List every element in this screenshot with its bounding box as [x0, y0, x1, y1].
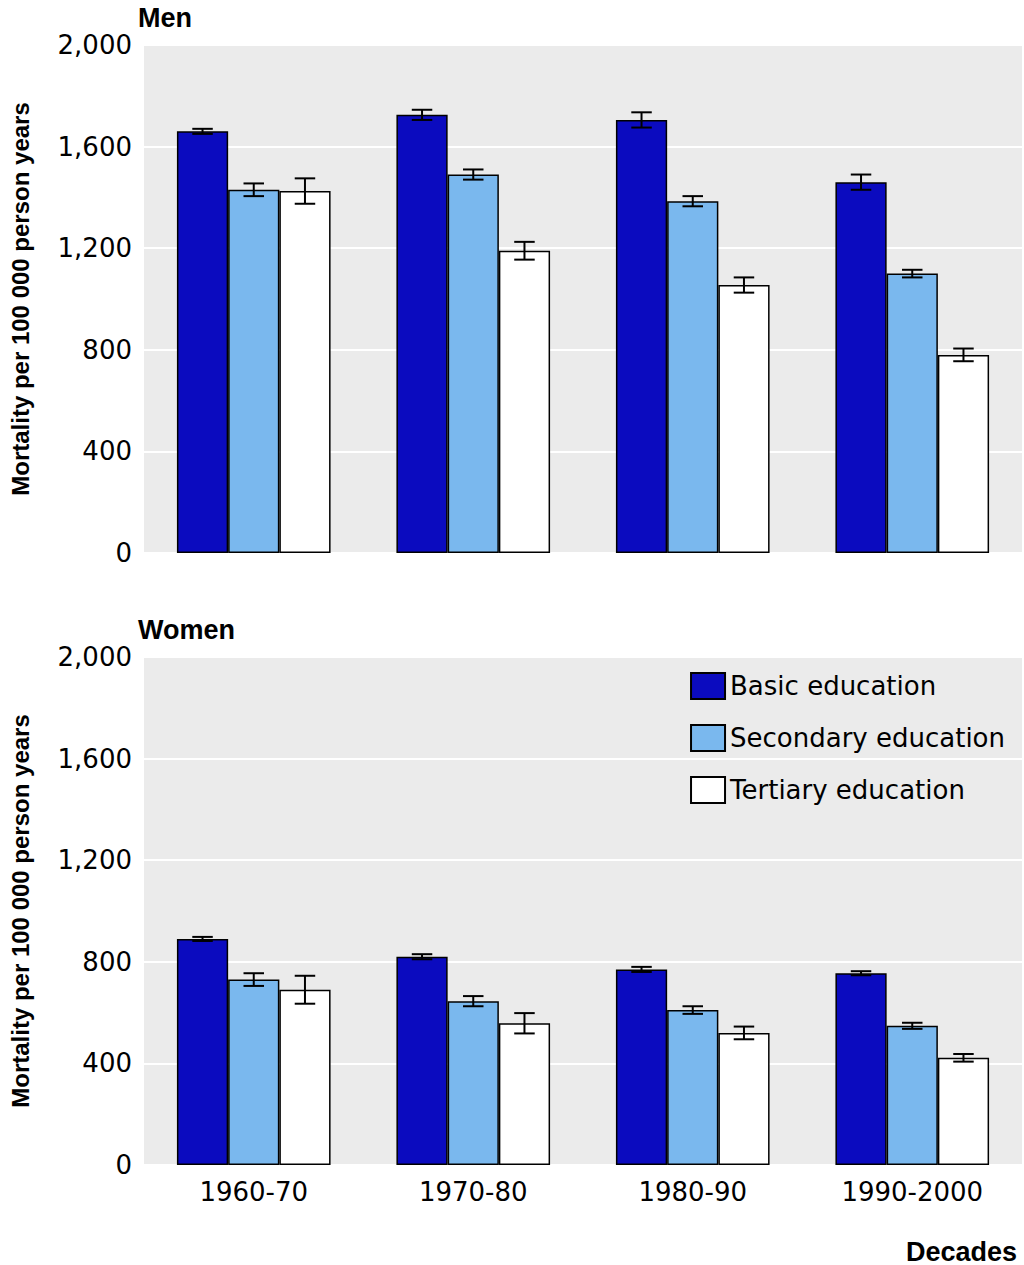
svg-text:Men: Men [138, 3, 192, 33]
svg-text:Mortality per 100 000 person y: Mortality per 100 000 person years [7, 102, 34, 496]
svg-text:Secondary education: Secondary education [730, 723, 1005, 753]
svg-text:0: 0 [115, 1150, 132, 1180]
svg-text:800: 800 [82, 947, 132, 977]
svg-text:2,000: 2,000 [58, 642, 132, 672]
svg-text:Decades: Decades [906, 1237, 1017, 1265]
svg-text:1980-90: 1980-90 [638, 1177, 747, 1207]
svg-text:1,200: 1,200 [58, 845, 132, 875]
svg-text:2,000: 2,000 [58, 30, 132, 60]
svg-text:Women: Women [138, 615, 235, 645]
svg-text:1,600: 1,600 [58, 132, 132, 162]
svg-text:1,600: 1,600 [58, 744, 132, 774]
svg-text:Mortality per 100 000 person y: Mortality per 100 000 person years [7, 714, 34, 1108]
svg-text:Basic education: Basic education [730, 671, 936, 701]
svg-text:Tertiary education: Tertiary education [729, 775, 965, 805]
svg-text:1990-2000: 1990-2000 [841, 1177, 983, 1207]
svg-text:1960-70: 1960-70 [199, 1177, 308, 1207]
svg-text:400: 400 [82, 436, 132, 466]
svg-text:400: 400 [82, 1048, 132, 1078]
svg-text:800: 800 [82, 335, 132, 365]
svg-text:1970-80: 1970-80 [419, 1177, 528, 1207]
svg-text:0: 0 [115, 538, 132, 568]
svg-text:1,200: 1,200 [58, 233, 132, 263]
